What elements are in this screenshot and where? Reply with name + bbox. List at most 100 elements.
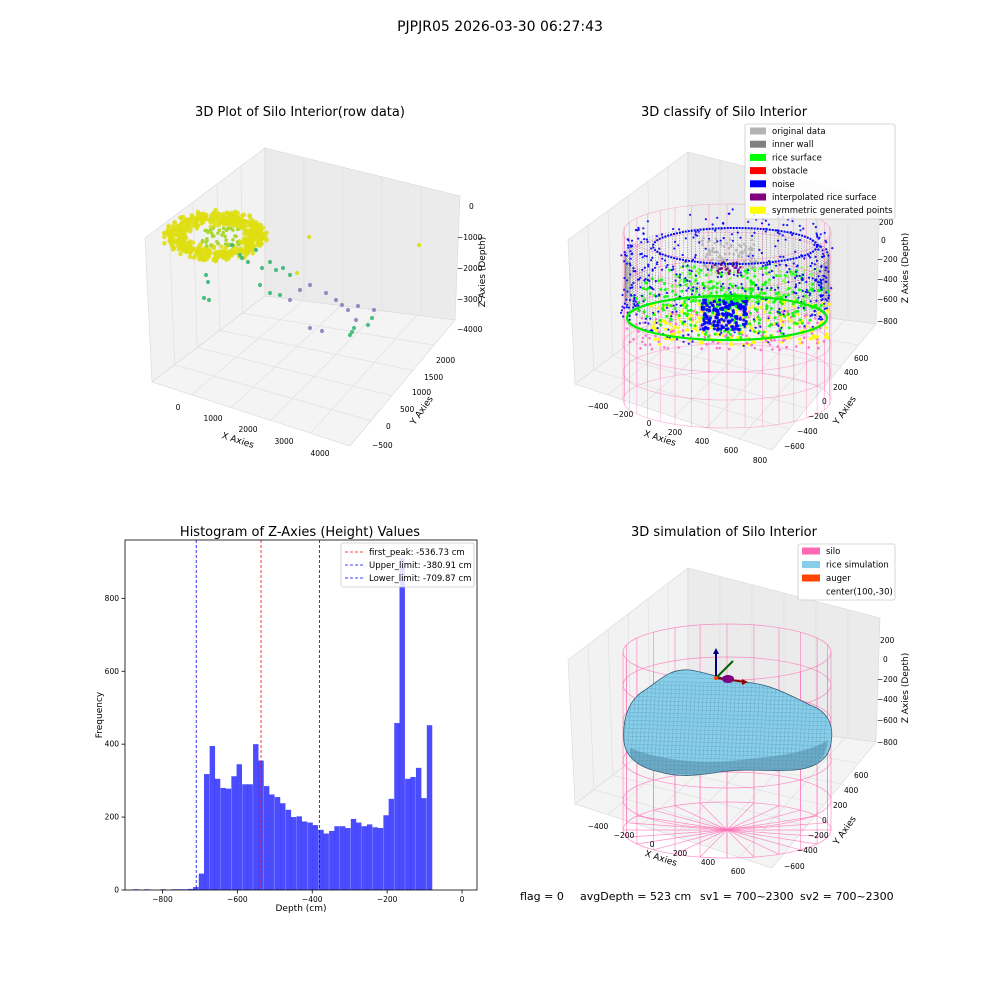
panel1-z-ticks: 0 −1000 −2000 −3000 −4000 [457,202,483,334]
classified-point [696,302,701,306]
classified-point [707,335,710,339]
classified-point [650,277,654,281]
classified-point [718,346,721,350]
footer-sv1: sv1 = 700~2300 [700,890,794,903]
classified-point [732,273,736,276]
classified-point [765,304,769,308]
classified-point [741,322,746,326]
classified-point [745,254,748,257]
panel2-z-tick: −400 [877,275,898,284]
raw-point [365,322,371,328]
histogram-bar [214,778,221,890]
classified-point [637,304,640,307]
histogram-bar [193,887,199,890]
classified-point [760,299,765,303]
classified-point [693,281,696,284]
classified-point [711,311,715,315]
classified-point [701,327,705,331]
classified-point [621,305,624,308]
classified-point [786,275,789,278]
classified-point [721,286,725,290]
classified-point [651,329,654,332]
raw-point [203,272,209,278]
raw-point [247,213,252,218]
classified-point [824,333,829,337]
classified-point [674,279,677,282]
classified-point [654,317,658,321]
legend-label: first_peak: -536.73 cm [369,548,465,558]
classified-point [702,287,706,290]
classified-point [672,325,676,329]
raw-point [172,220,177,225]
classified-point [821,249,824,252]
classified-point [798,325,801,329]
classified-point [658,293,661,296]
classified-point [719,241,723,244]
classified-point [716,275,719,279]
classified-point [646,240,649,243]
classified-point [724,272,728,275]
classified-point [787,326,791,330]
classified-point [689,314,694,318]
classified-point [716,269,720,273]
classified-point [620,254,623,257]
classified-point [813,267,817,271]
classified-point [726,330,730,334]
classified-point [634,297,638,300]
classified-point [807,346,810,349]
classified-point [774,288,777,291]
classified-point [633,298,636,301]
histogram-legend: first_peak: -536.73 cm Upper_limit: -380.… [340,542,475,588]
classified-point [793,291,796,294]
classified-point [772,276,776,279]
classified-point [670,315,673,318]
classified-point [674,293,678,297]
panel4-z-ticks: 200 0 −200 −400 −600 −800 [877,636,898,747]
raw-point [195,212,201,218]
classified-point [809,273,813,276]
classified-point [809,300,812,303]
classified-point [806,265,809,268]
classified-point [819,286,822,289]
footer-avg-depth: avgDepth = 523 cm [580,890,691,903]
classified-point [699,268,703,272]
classified-point [764,264,767,267]
classified-point [811,282,815,286]
classified-point [826,251,829,254]
raw-point [231,238,235,242]
classified-point [774,292,778,296]
raw-point [204,240,208,244]
legend-label: noise [772,180,795,190]
classified-point [782,255,785,258]
classified-point [699,310,704,314]
classified-point [665,291,669,294]
classified-point [641,256,644,259]
classified-point [749,259,752,263]
classified-point [712,280,715,283]
histogram-bar [307,822,313,890]
legend-swatch [750,193,766,201]
panel2-legend: original data inner wall rice surface obsta… [744,123,896,220]
raw-point [187,248,192,253]
raw-point [179,229,185,234]
classified-point [643,266,647,269]
raw-point [227,249,233,254]
raw-point [231,228,235,232]
classified-point [681,303,685,307]
legend-swatch [750,180,766,188]
classified-point [665,306,669,309]
classified-point [708,321,712,325]
classified-point [773,338,776,342]
classified-point [654,266,657,269]
footer-sv2: sv2 = 700~2300 [800,890,894,903]
classified-point [677,330,682,334]
raw-point [166,223,171,229]
classified-point [643,238,646,241]
raw-point [216,212,221,217]
classified-point [822,278,825,281]
panel1-y-tick: −500 [372,441,393,450]
classified-point [637,237,640,240]
classified-point [778,307,781,310]
classified-point [802,295,805,298]
panel2-x-tick: 0 [647,419,652,428]
